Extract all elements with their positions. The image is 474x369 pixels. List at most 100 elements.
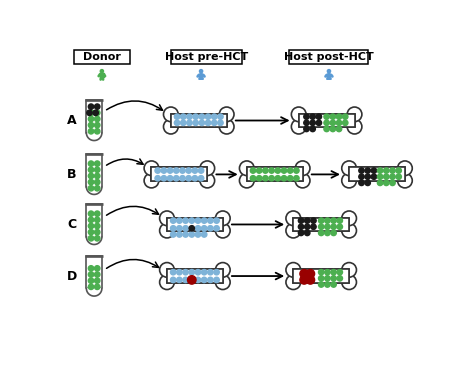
Circle shape [94, 173, 100, 179]
Circle shape [396, 174, 401, 179]
Circle shape [94, 179, 100, 185]
Circle shape [171, 277, 176, 283]
Circle shape [144, 161, 159, 176]
Circle shape [94, 278, 100, 283]
Circle shape [298, 230, 304, 236]
Circle shape [343, 114, 348, 119]
Circle shape [300, 269, 309, 278]
Circle shape [187, 114, 192, 119]
Circle shape [88, 186, 94, 191]
Circle shape [88, 278, 94, 283]
Circle shape [177, 269, 182, 275]
Bar [167, 269, 223, 283]
Bar [299, 114, 355, 127]
Circle shape [192, 176, 198, 181]
Circle shape [186, 176, 191, 181]
Circle shape [177, 232, 182, 237]
Circle shape [342, 173, 356, 188]
Circle shape [311, 218, 316, 223]
Circle shape [319, 224, 324, 230]
Circle shape [195, 218, 201, 223]
Circle shape [94, 123, 100, 128]
Circle shape [164, 107, 178, 122]
Circle shape [171, 269, 176, 275]
Circle shape [337, 218, 343, 223]
Circle shape [288, 168, 293, 173]
Circle shape [94, 211, 100, 216]
Circle shape [330, 120, 336, 125]
Circle shape [342, 263, 356, 277]
Circle shape [155, 168, 160, 173]
Bar [349, 168, 405, 181]
Circle shape [173, 176, 179, 181]
FancyBboxPatch shape [290, 51, 368, 64]
Text: Host pre-HCT: Host pre-HCT [165, 52, 248, 62]
Bar [293, 269, 349, 283]
Circle shape [100, 70, 103, 73]
Circle shape [94, 284, 100, 290]
Text: B: B [67, 168, 76, 181]
Circle shape [88, 266, 94, 271]
Circle shape [183, 232, 188, 237]
Circle shape [331, 276, 337, 281]
Circle shape [94, 223, 100, 229]
Circle shape [286, 263, 301, 277]
Circle shape [319, 230, 324, 236]
Circle shape [183, 225, 188, 231]
Circle shape [199, 114, 205, 119]
Circle shape [215, 223, 230, 238]
Circle shape [292, 107, 306, 122]
Circle shape [365, 174, 370, 179]
Circle shape [177, 277, 182, 283]
Circle shape [193, 120, 198, 125]
Bar [86, 154, 102, 187]
Circle shape [342, 211, 356, 225]
Circle shape [319, 269, 324, 275]
Circle shape [88, 173, 94, 179]
Bar [86, 100, 102, 133]
Circle shape [201, 277, 207, 283]
Circle shape [359, 168, 364, 173]
Circle shape [189, 232, 194, 237]
FancyBboxPatch shape [171, 51, 242, 64]
Circle shape [192, 168, 198, 173]
Circle shape [174, 120, 180, 125]
Circle shape [201, 232, 207, 237]
Circle shape [330, 126, 336, 132]
Circle shape [398, 173, 412, 188]
Polygon shape [86, 288, 102, 296]
Bar [152, 168, 207, 181]
Circle shape [288, 176, 293, 181]
Circle shape [286, 211, 301, 225]
Circle shape [180, 176, 185, 181]
Bar [247, 168, 302, 181]
Circle shape [205, 114, 211, 119]
Bar [293, 269, 349, 283]
Circle shape [201, 269, 207, 275]
Circle shape [160, 275, 174, 290]
Circle shape [208, 277, 213, 283]
Circle shape [183, 218, 188, 223]
Circle shape [160, 223, 174, 238]
Circle shape [298, 224, 304, 230]
Circle shape [263, 168, 268, 173]
Circle shape [200, 70, 203, 73]
Bar [293, 218, 349, 231]
Circle shape [294, 176, 299, 181]
Circle shape [88, 230, 94, 235]
Circle shape [198, 176, 204, 181]
Circle shape [337, 114, 342, 119]
Bar [247, 168, 302, 181]
Circle shape [371, 168, 377, 173]
Circle shape [250, 176, 255, 181]
Circle shape [193, 114, 198, 119]
Circle shape [94, 161, 100, 166]
Circle shape [239, 161, 254, 176]
Text: Host post-HCT: Host post-HCT [284, 52, 374, 62]
Circle shape [211, 120, 217, 125]
Circle shape [390, 168, 395, 173]
Circle shape [319, 218, 324, 223]
Circle shape [88, 236, 94, 241]
Circle shape [269, 176, 274, 181]
Circle shape [281, 176, 287, 181]
